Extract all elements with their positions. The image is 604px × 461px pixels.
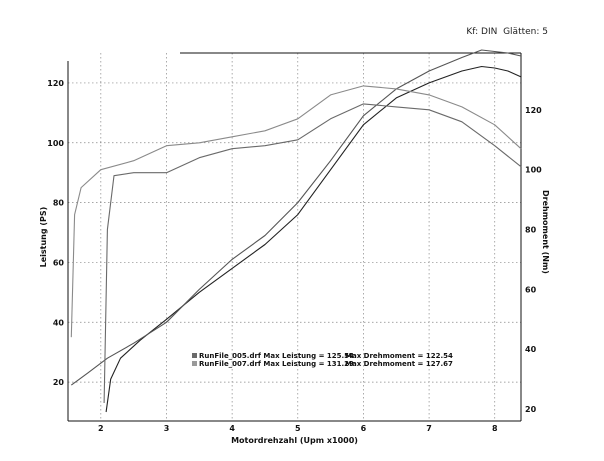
y2-tick-label: 60 — [525, 285, 537, 294]
y-tick-label: 120 — [47, 79, 64, 88]
series-line-drehmoment-3 — [70, 85, 522, 338]
y-tick-label: 100 — [47, 139, 64, 148]
legend-torque-0: Max Drehmoment = 122.54 — [345, 352, 453, 360]
tick-labels: 2 3 4 5 6 7 8 20 40 60 80 100 120 20 40 60 80 100 120 — [47, 79, 542, 433]
y2-tick-label: 20 — [525, 405, 537, 414]
legend-label-1: RunFile_007.drf Max Leistung = 131.29 — [199, 360, 354, 368]
x-tick-label: 5 — [295, 424, 301, 433]
x-tick-label: 2 — [98, 424, 104, 433]
x-tick-label: 7 — [426, 424, 432, 433]
header-note: Kf: DIN Glätten: 5 — [466, 27, 548, 37]
y2-axis-title: Drehmoment (Nm) — [541, 190, 550, 274]
legend-swatch-0 — [192, 353, 197, 358]
y2-tick-label: 80 — [525, 226, 537, 235]
y2-tick-label: 120 — [525, 106, 542, 115]
legend: RunFile_005.drf Max Leistung = 125.54 Ma… — [192, 352, 453, 368]
legend-torque-1: Max Drehmoment = 127.67 — [345, 360, 453, 368]
y-tick-label: 60 — [53, 258, 65, 267]
x-tick-label: 3 — [164, 424, 170, 433]
series-line-leistung-0 — [105, 65, 522, 413]
y-axis-title: Leistung (PS) — [39, 207, 48, 268]
y2-tick-label: 40 — [525, 345, 537, 354]
legend-swatch-1 — [192, 361, 197, 366]
x-tick-label: 4 — [229, 424, 235, 433]
series-line-leistung-1 — [70, 49, 522, 386]
series-line-drehmoment-2 — [103, 103, 522, 404]
y-tick-label: 80 — [53, 199, 65, 208]
plot-frame — [67, 52, 522, 422]
grid — [68, 53, 521, 421]
x-tick-label: 8 — [492, 424, 498, 433]
y-tick-label: 40 — [53, 318, 65, 327]
x-axis-title: Motordrehzahl (Upm x1000) — [231, 436, 358, 445]
legend-label-0: RunFile_005.drf Max Leistung = 125.54 — [199, 352, 354, 360]
series-layer — [70, 49, 522, 413]
x-tick-label: 6 — [361, 424, 367, 433]
y2-tick-label: 100 — [525, 166, 542, 175]
y-tick-label: 20 — [53, 378, 65, 387]
